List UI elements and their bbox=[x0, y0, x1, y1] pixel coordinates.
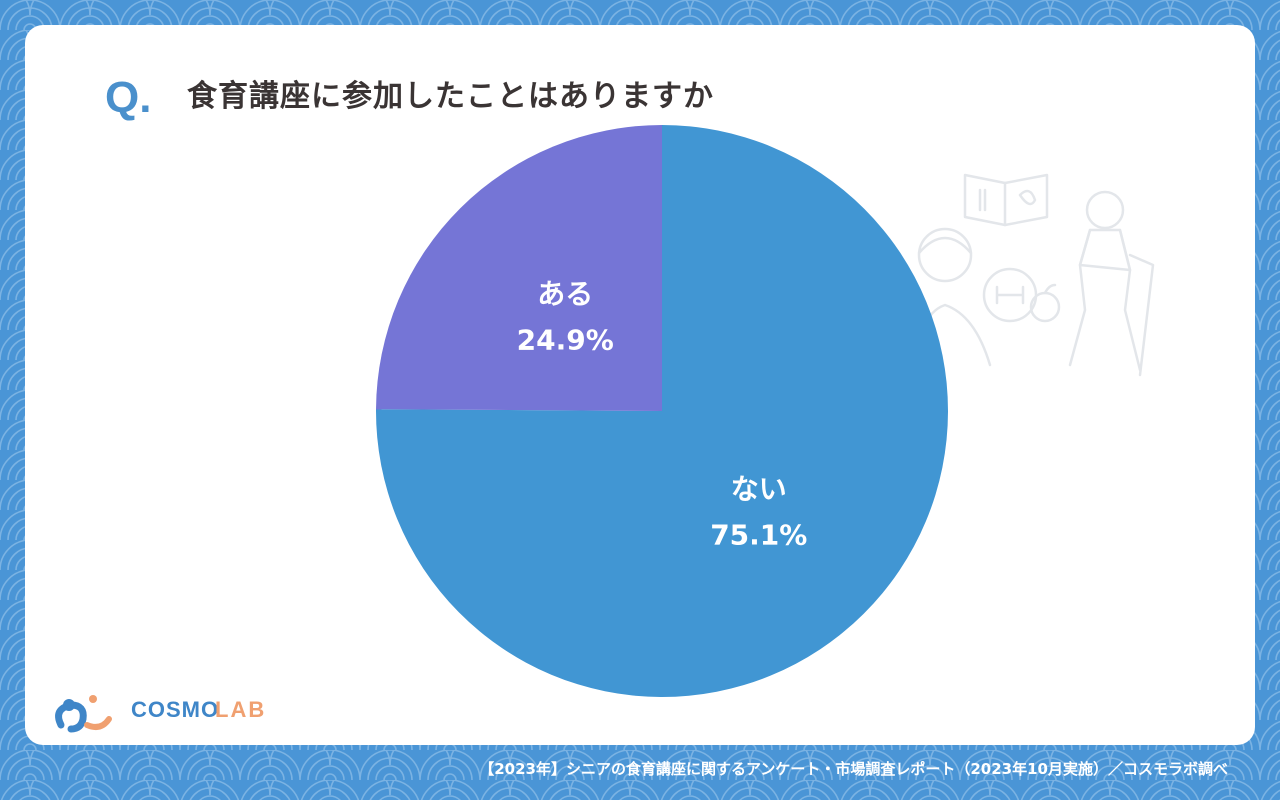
question-title: 食育講座に参加したことはありますか bbox=[187, 79, 714, 114]
pie-slice-label-1: ある bbox=[537, 278, 593, 311]
pie-slice-value-1: 24.9% bbox=[517, 324, 614, 357]
cosmolab-logo: COSMO LAB bbox=[47, 685, 277, 735]
logo-brand-text: COSMO bbox=[131, 697, 220, 722]
pie-chart: ない 75.1% ある 24.9% bbox=[376, 125, 948, 697]
pie-slice-value-0: 75.1% bbox=[710, 518, 807, 551]
question-mark-label: Q. bbox=[105, 73, 152, 122]
cosmolab-logo-mark bbox=[55, 695, 112, 733]
pie-slice-label-0: ない bbox=[731, 472, 787, 505]
pie-slice-1 bbox=[376, 125, 662, 411]
content-card: Q. 食育講座に参加したことはありますか ない 75.1% ある 2 bbox=[25, 25, 1255, 745]
source-footnote: 【2023年】シニアの食育講座に関するアンケート・市場調査レポート（2023年1… bbox=[479, 760, 1228, 778]
logo-brand-text-lab: LAB bbox=[215, 697, 267, 722]
